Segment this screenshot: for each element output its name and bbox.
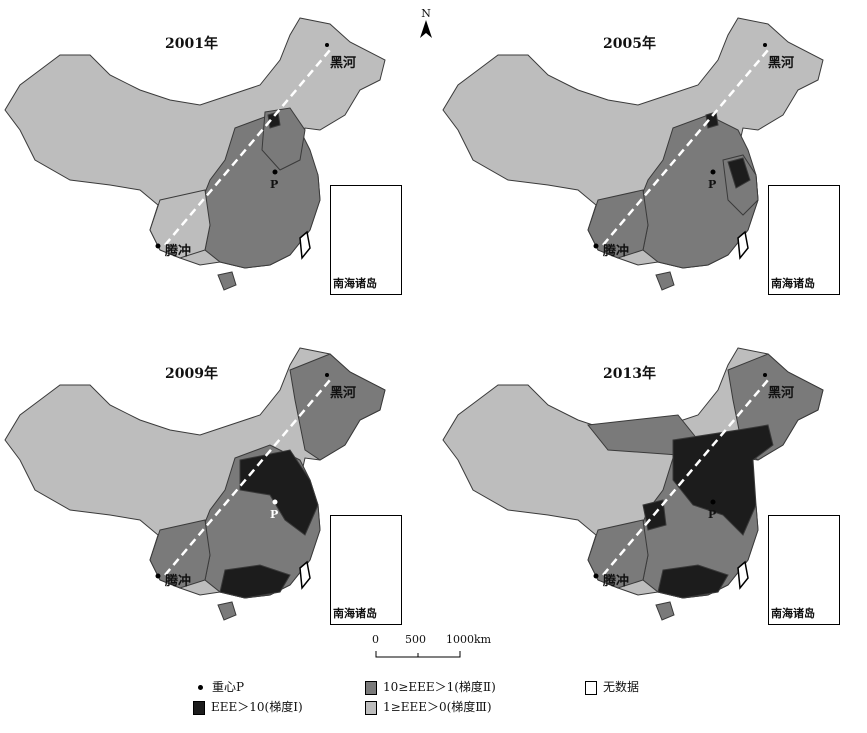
- south-china-sea-inset: 南海诸岛: [330, 515, 402, 625]
- legend-grad3: 1≥EEE＞0(梯度Ⅲ): [365, 698, 492, 715]
- centroid-label: P: [270, 178, 279, 191]
- map-panel-2009: 2009年 黑河 腾冲 P 南海诸岛: [0, 330, 420, 630]
- legend-grad2-label: 10≥EEE＞1(梯度Ⅱ): [383, 680, 496, 694]
- heihe-label: 黑河: [768, 386, 795, 401]
- centroid-label: P: [270, 508, 279, 521]
- legend-grad3-label: 1≥EEE＞0(梯度Ⅲ): [383, 700, 492, 714]
- map-2009: [4, 347, 386, 621]
- tengchong-label: 腾冲: [603, 574, 630, 589]
- tengchong-label: 腾冲: [165, 244, 192, 259]
- map-panel-2013: 2013年 黑河 腾冲 P 南海诸岛: [438, 330, 858, 630]
- map-2005: [442, 17, 824, 291]
- scale-bar: 0 500 1000km: [370, 633, 491, 663]
- panel-year: 2001年: [165, 36, 218, 52]
- map-panel-2001: 2001年 黑河 腾冲 P 南海诸岛: [0, 0, 420, 300]
- legend-nodata-label: 无数据: [603, 680, 640, 694]
- centroid-label: P: [708, 508, 717, 521]
- legend-nodata-swatch: [585, 680, 597, 695]
- legend-grad1: EEE＞10(梯度Ⅰ): [193, 698, 303, 715]
- tengchong-label: 腾冲: [603, 244, 630, 259]
- heihe-label: 黑河: [330, 56, 357, 71]
- heihe-label: 黑河: [768, 56, 795, 71]
- legend-grad3-swatch: [365, 700, 377, 715]
- north-letter: N: [421, 7, 431, 20]
- inset-label: 南海诸岛: [333, 277, 377, 290]
- north-arrow-shape: [420, 20, 432, 38]
- scale-tick-500: 500: [405, 633, 426, 646]
- legend-grad1-swatch: [193, 700, 205, 715]
- centroid-label: P: [708, 178, 717, 191]
- inset-label: 南海诸岛: [771, 277, 815, 290]
- map-panel-2005: 2005年 黑河 腾冲 P 南海诸岛: [438, 0, 858, 300]
- inset-label: 南海诸岛: [333, 607, 377, 620]
- legend-grad1-label: EEE＞10(梯度Ⅰ): [211, 700, 303, 714]
- legend-grad2: 10≥EEE＞1(梯度Ⅱ): [365, 678, 496, 695]
- heihe-label: 黑河: [330, 386, 357, 401]
- south-china-sea-inset: 南海诸岛: [330, 185, 402, 295]
- panel-year: 2013年: [603, 366, 656, 382]
- north-arrow-icon: N: [418, 8, 434, 42]
- scale-tick-1000: 1000km: [446, 633, 492, 646]
- south-china-sea-inset: 南海诸岛: [768, 515, 840, 625]
- scale-bar-line: [375, 651, 461, 658]
- tengchong-label: 腾冲: [165, 574, 192, 589]
- legend-centroid-label: 重心P: [212, 680, 245, 694]
- south-china-sea-inset: 南海诸岛: [768, 185, 840, 295]
- scale-tick-0: 0: [372, 633, 379, 646]
- centroid-dot-icon: [198, 685, 203, 690]
- map-2013: [442, 347, 824, 621]
- panel-year: 2005年: [603, 36, 656, 52]
- inset-label: 南海诸岛: [771, 607, 815, 620]
- map-2001: [4, 17, 386, 291]
- legend-nodata: 无数据: [585, 678, 639, 695]
- panel-year: 2009年: [165, 366, 218, 382]
- legend-centroid: 重心P: [195, 678, 244, 695]
- legend-grad2-swatch: [365, 680, 377, 695]
